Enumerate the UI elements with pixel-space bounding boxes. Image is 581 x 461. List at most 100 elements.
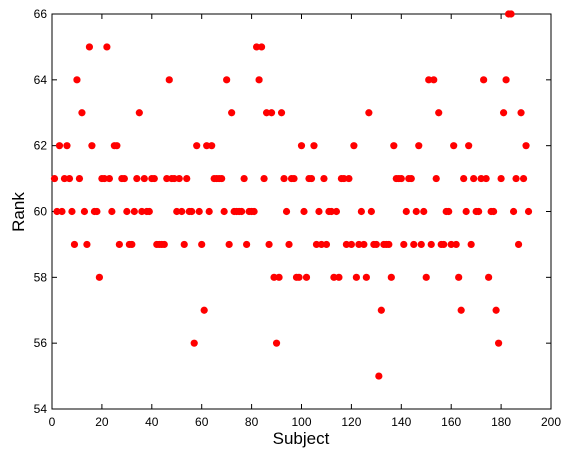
point <box>410 240 418 249</box>
point <box>460 174 468 183</box>
x-tick-label: 20 <box>95 415 109 429</box>
point <box>407 174 415 183</box>
point <box>68 207 76 216</box>
point <box>300 207 308 216</box>
point <box>133 174 141 183</box>
point <box>517 109 525 117</box>
point <box>372 240 380 249</box>
point <box>195 207 203 216</box>
point <box>450 142 458 150</box>
point <box>85 43 94 51</box>
y-tick-label: 58 <box>34 270 48 284</box>
point <box>317 240 326 249</box>
point <box>113 142 121 150</box>
point <box>93 207 101 216</box>
point <box>78 109 86 117</box>
point <box>200 306 208 314</box>
point <box>417 240 425 249</box>
point <box>103 43 111 51</box>
point <box>514 240 523 249</box>
point <box>123 207 131 216</box>
point <box>375 372 383 380</box>
point <box>462 207 470 216</box>
point <box>332 207 341 216</box>
point <box>367 207 375 216</box>
point <box>322 240 331 249</box>
point <box>499 109 508 117</box>
point <box>445 207 453 216</box>
point <box>260 174 268 183</box>
point <box>310 142 318 150</box>
point <box>455 273 463 281</box>
point <box>377 306 385 314</box>
point <box>452 240 460 249</box>
point <box>105 174 113 183</box>
point <box>178 207 186 216</box>
point <box>130 207 138 216</box>
point <box>138 207 146 216</box>
point <box>70 240 79 249</box>
point <box>507 10 515 18</box>
y-tick-label: 66 <box>34 7 48 21</box>
point <box>480 76 488 84</box>
point <box>140 174 148 183</box>
point <box>63 142 71 150</box>
point <box>75 174 84 183</box>
y-tick-label: 60 <box>34 205 48 219</box>
point <box>53 207 61 216</box>
point <box>73 76 81 84</box>
x-tick-label: 180 <box>491 415 511 429</box>
x-tick-label: 140 <box>391 415 411 429</box>
point <box>422 273 430 281</box>
point <box>327 207 336 216</box>
point <box>524 207 533 216</box>
point <box>270 273 278 281</box>
x-tick-label: 80 <box>245 415 259 429</box>
point <box>240 174 248 183</box>
point <box>175 174 183 183</box>
point <box>83 240 91 249</box>
point <box>492 306 500 314</box>
x-tick-label: 160 <box>441 415 461 429</box>
point <box>225 240 233 249</box>
point <box>100 174 108 183</box>
x-tick-label: 60 <box>195 415 209 429</box>
point <box>180 240 188 249</box>
point <box>193 142 201 150</box>
point <box>415 142 423 150</box>
point <box>307 174 316 183</box>
point <box>400 240 408 249</box>
point <box>120 174 128 183</box>
point <box>255 76 263 84</box>
point <box>427 240 435 249</box>
point <box>490 207 498 216</box>
point <box>265 240 273 249</box>
point <box>238 207 246 216</box>
y-tick-label: 56 <box>34 336 48 350</box>
point <box>402 207 410 216</box>
x-tick-label: 200 <box>541 415 561 429</box>
point <box>485 273 493 281</box>
point <box>163 174 171 183</box>
point <box>387 273 395 281</box>
point <box>188 207 196 216</box>
point <box>495 339 503 347</box>
x-axis-label: Subject <box>273 429 330 448</box>
point <box>320 174 328 183</box>
point <box>257 43 266 51</box>
point <box>220 207 228 216</box>
point <box>385 240 393 249</box>
point <box>397 174 405 183</box>
point <box>440 240 448 249</box>
point <box>65 174 74 183</box>
point <box>470 174 478 183</box>
point <box>295 273 303 281</box>
x-tick-label: 120 <box>341 415 361 429</box>
point <box>228 109 236 117</box>
point <box>297 142 306 150</box>
point <box>502 76 510 84</box>
point <box>482 174 490 183</box>
point <box>80 207 89 216</box>
